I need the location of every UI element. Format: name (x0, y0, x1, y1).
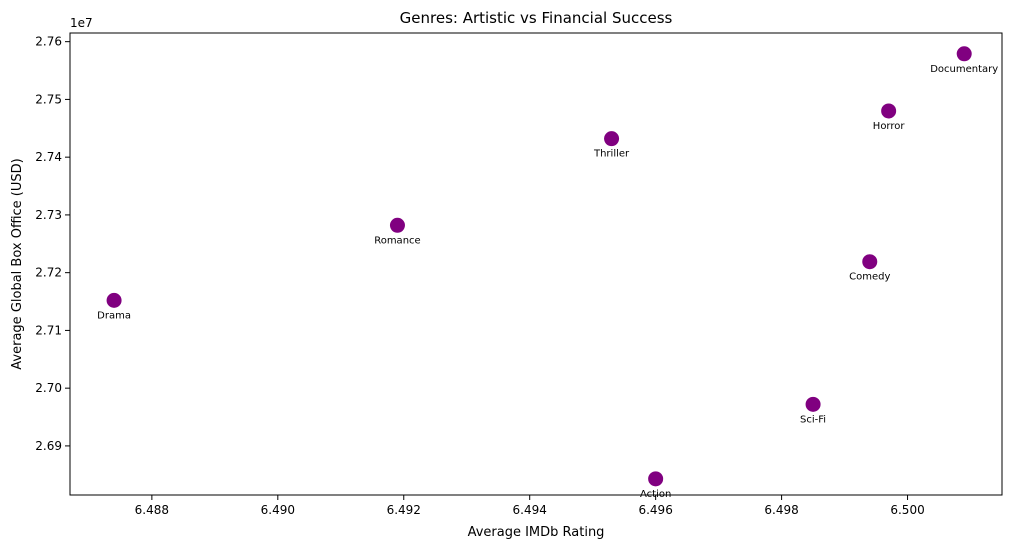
point-label: Drama (97, 310, 131, 321)
y-axis-offset-label: 1e7 (70, 16, 93, 30)
x-axis: 6.488 6.490 6.492 6.494 6.496 6.498 6.500 (135, 495, 925, 517)
y-axis-label: Average Global Box Office (USD) (10, 158, 25, 369)
x-tick-label: 6.496 (638, 503, 672, 517)
y-tick-label: 2.71 (35, 323, 62, 337)
x-tick-label: 6.492 (387, 503, 421, 517)
point-labels: Drama Romance Thriller Action Sci-Fi Comedy Ho… (97, 64, 998, 500)
point-label: Sci-Fi (800, 414, 826, 425)
point-label: Thriller (593, 149, 630, 160)
data-point-comedy (862, 254, 878, 270)
x-tick-label: 6.488 (135, 503, 169, 517)
x-tick-label: 6.498 (764, 503, 798, 517)
x-tick-label: 6.494 (513, 503, 547, 517)
y-tick-label: 2.75 (35, 92, 62, 106)
y-tick-label: 2.70 (35, 381, 62, 395)
point-label: Action (640, 489, 671, 500)
y-tick-label: 2.69 (35, 439, 62, 453)
y-axis: 2.69 2.70 2.71 2.72 2.73 2.74 2.75 2.76 (35, 35, 70, 453)
point-label: Comedy (849, 272, 890, 283)
data-points (106, 46, 972, 487)
y-tick-label: 2.72 (35, 266, 62, 280)
y-tick-label: 2.73 (35, 208, 62, 222)
point-label: Romance (374, 235, 420, 246)
point-label: Documentary (930, 64, 998, 75)
plot-frame (69, 32, 1003, 496)
point-label: Horror (873, 121, 906, 132)
y-tick-label: 2.74 (35, 150, 62, 164)
x-tick-label: 6.500 (890, 503, 924, 517)
y-tick-label: 2.76 (35, 35, 62, 49)
x-tick-label: 6.490 (261, 503, 295, 517)
data-point-romance (389, 217, 405, 233)
data-point-drama (106, 292, 122, 308)
data-point-sci-fi (805, 396, 821, 412)
x-axis-label: Average IMDb Rating (468, 525, 605, 540)
data-point-thriller (604, 131, 620, 147)
data-point-horror (881, 103, 897, 119)
chart-title: Genres: Artistic vs Financial Success (400, 9, 673, 27)
data-point-action (648, 471, 664, 487)
data-point-documentary (956, 46, 972, 62)
